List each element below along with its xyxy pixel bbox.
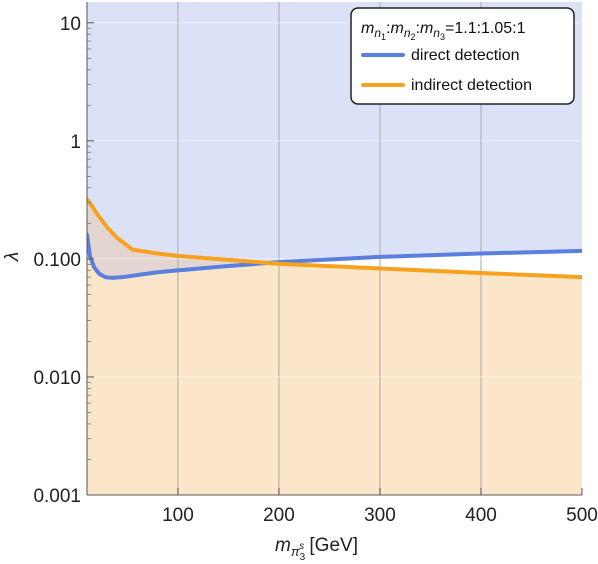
y-tick-label: 0.001 bbox=[33, 486, 81, 507]
y-tick-label: 1 bbox=[70, 132, 81, 153]
legend-entry-indirect-detection: indirect detection bbox=[411, 77, 532, 94]
x-tick-label: 500 bbox=[566, 505, 598, 526]
legend-title: mn1:mn2:mn3=1.1:1.05:1 bbox=[361, 20, 526, 42]
x-axis-title: mπ3s [GeV] bbox=[275, 535, 358, 563]
overlap-region bbox=[87, 199, 268, 278]
legend: mn1:mn2:mn3=1.1:1.05:1 direct detection in… bbox=[350, 7, 575, 105]
legend-entry-direct-detection: direct detection bbox=[411, 47, 520, 64]
x-tick-label: 400 bbox=[465, 505, 497, 526]
x-tick-label: 100 bbox=[162, 505, 194, 526]
x-tick-label: 300 bbox=[364, 505, 396, 526]
x-tick-label: 200 bbox=[263, 505, 295, 526]
legend-box bbox=[350, 7, 575, 105]
series-line-direct-detection bbox=[87, 232, 582, 280]
y-axis-title: λ bbox=[2, 252, 23, 262]
y-tick-label: 10 bbox=[60, 14, 81, 35]
y-tick-label: 0.010 bbox=[33, 368, 81, 389]
series-line-indirect-detection bbox=[87, 197, 582, 280]
y-tick-label: 0.100 bbox=[33, 250, 81, 271]
